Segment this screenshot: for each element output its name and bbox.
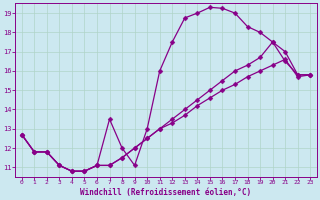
X-axis label: Windchill (Refroidissement éolien,°C): Windchill (Refroidissement éolien,°C) — [80, 188, 252, 197]
